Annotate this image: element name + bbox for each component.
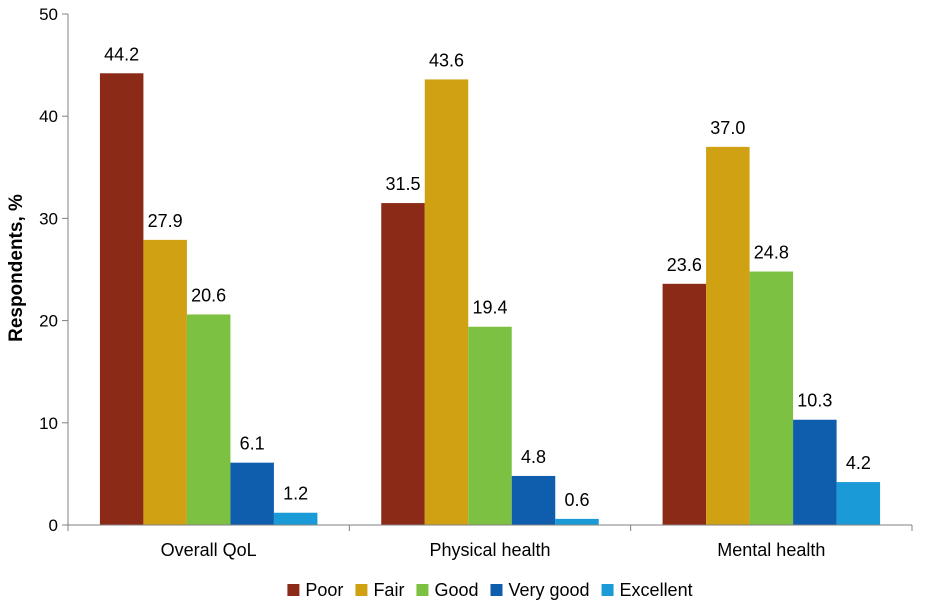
data-label: 19.4 <box>472 298 507 318</box>
x-category-label: Physical health <box>429 540 550 560</box>
y-tick-label: 20 <box>39 312 58 331</box>
bar-very-good <box>511 475 556 525</box>
data-label: 4.2 <box>846 453 871 473</box>
data-label: 44.2 <box>104 44 139 64</box>
x-category-label: Overall QoL <box>161 540 257 560</box>
legend-swatch <box>355 584 368 596</box>
legend-swatch <box>416 584 429 596</box>
legend-label: Very good <box>508 580 589 600</box>
y-axis-title: Respondents, % <box>6 194 27 342</box>
data-label: 27.9 <box>148 211 183 231</box>
bar-poor <box>381 203 425 525</box>
legend-label: Excellent <box>620 580 693 600</box>
legend-label: Good <box>434 580 478 600</box>
data-label: 10.3 <box>797 391 832 411</box>
y-tick-label: 40 <box>39 107 58 126</box>
y-tick-label: 50 <box>39 5 58 24</box>
bar-very-good <box>793 419 837 525</box>
bar-fair <box>706 146 750 526</box>
data-label: 23.6 <box>667 255 702 275</box>
x-category-label: Mental health <box>717 540 825 560</box>
bar-good <box>749 271 794 525</box>
bar-excellent <box>836 482 881 525</box>
data-label: 43.6 <box>429 50 464 70</box>
data-label: 1.2 <box>283 484 308 504</box>
legend-swatch <box>287 584 300 596</box>
bar-excellent <box>273 512 318 525</box>
data-label: 20.6 <box>191 285 226 305</box>
bar-poor <box>662 283 707 525</box>
bars <box>99 73 881 526</box>
data-label: 0.6 <box>564 490 589 510</box>
y-axis: 0 10 20 30 40 50 <box>39 5 69 535</box>
y-tick-label: 30 <box>39 209 58 228</box>
bar-fair <box>143 239 187 525</box>
data-label: 4.8 <box>521 447 546 467</box>
x-axis: Overall QoL Physical health Mental health <box>67 524 913 560</box>
bar-good <box>468 326 512 525</box>
data-label: 24.8 <box>754 243 789 263</box>
legend: Poor Fair Good Very good Excellent <box>287 580 693 600</box>
data-labels: 44.2 27.9 20.6 6.1 1.2 31.5 43.6 19.4 4.8 0.6 23.6… <box>104 44 871 510</box>
bar-very-good <box>230 462 274 525</box>
y-tick-label: 10 <box>39 414 58 433</box>
bar-excellent <box>555 518 599 525</box>
y-tick-label: 0 <box>49 516 58 535</box>
bar-good <box>186 314 231 525</box>
bar-poor <box>99 73 144 525</box>
legend-swatch <box>490 584 503 596</box>
legend-swatch <box>601 584 614 596</box>
bar-fair <box>424 79 469 526</box>
legend-label: Fair <box>373 580 404 600</box>
data-label: 6.1 <box>240 434 265 454</box>
data-label: 31.5 <box>385 174 420 194</box>
legend-label: Poor <box>305 580 343 600</box>
data-label: 37.0 <box>710 118 745 138</box>
